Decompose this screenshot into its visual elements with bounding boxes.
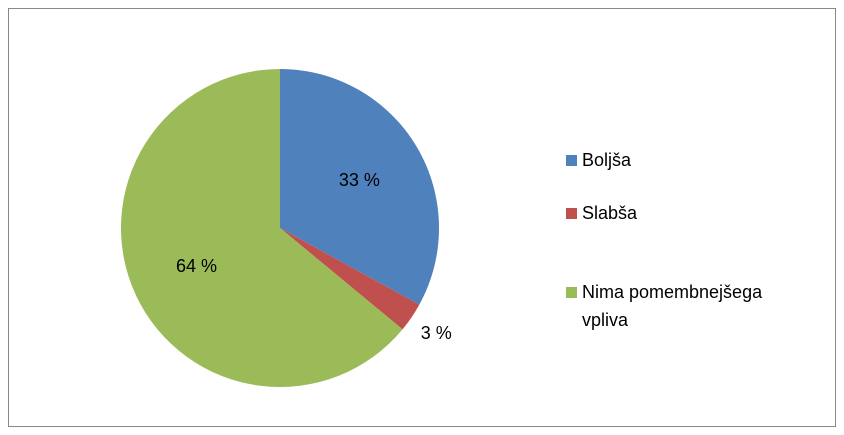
pie-slice xyxy=(120,69,403,387)
legend-item: Boljša xyxy=(566,146,772,174)
legend-swatch xyxy=(566,287,577,298)
legend-label: Slabša xyxy=(582,203,638,223)
data-label: 64 % xyxy=(176,256,217,276)
legend-swatch xyxy=(566,155,577,166)
legend-item: Slabša xyxy=(566,199,772,227)
legend-label: Boljša xyxy=(582,150,632,170)
pie-slice xyxy=(280,69,439,305)
pie-slice xyxy=(280,228,420,330)
legend-swatch xyxy=(566,208,577,219)
legend-item: Nima pomembnejšega vpliva xyxy=(566,278,772,334)
legend-label: Nima pomembnejšega vpliva xyxy=(582,282,763,330)
data-label: 3 % xyxy=(421,323,452,343)
data-label: 33 % xyxy=(339,170,380,190)
